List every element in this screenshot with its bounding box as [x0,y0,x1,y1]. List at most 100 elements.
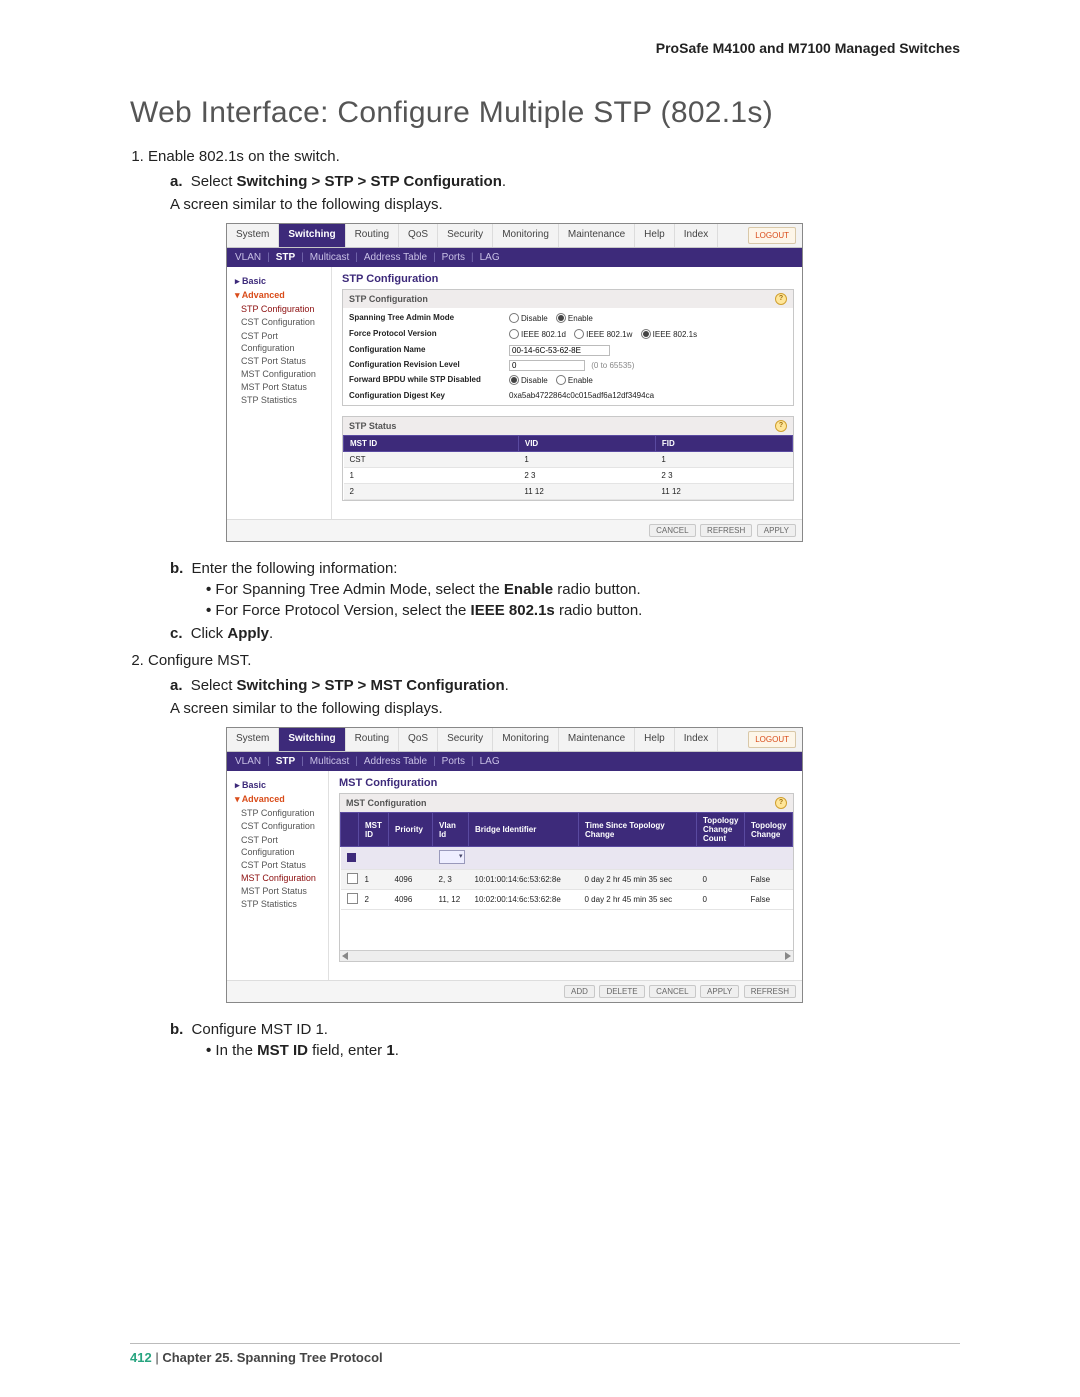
add-button[interactable]: ADD [564,985,595,998]
row-digest: Configuration Digest Key [349,389,509,402]
sub-nav-2: VLAN| STP| Multicast| Address Table| Por… [227,752,802,771]
logout-button[interactable]: LOGOUT [748,731,796,748]
step2-text: Configure MST. [148,652,251,669]
side-cst-port-cfg[interactable]: CST Port Configuration [241,330,327,354]
radio-admin-disable[interactable]: Disable [509,313,548,323]
tab-help[interactable]: Help [635,224,675,247]
row-checkbox[interactable] [347,893,358,904]
radio-bpdu-disable[interactable]: Disable [509,375,548,385]
table-row[interactable]: CST11 [344,452,793,468]
side-stp-cfg[interactable]: STP Configuration [241,303,327,315]
subnav-stp[interactable]: STP [276,252,295,263]
radio-8021s[interactable]: IEEE 802.1s [641,329,697,339]
side-mst-cfg[interactable]: MST Configuration [241,368,327,380]
side-cst-port-status[interactable]: CST Port Status [241,355,327,367]
side-advanced[interactable]: ▾ Advanced [235,289,327,301]
tab-security[interactable]: Security [438,728,493,751]
tab-system[interactable]: System [227,224,279,247]
side-mst-cfg[interactable]: MST Configuration [241,872,324,884]
page-footer: 412 | Chapter 25. Spanning Tree Protocol [130,1343,960,1365]
tab-index[interactable]: Index [675,728,718,751]
tab-maintenance[interactable]: Maintenance [559,728,635,751]
panel-mst-hd: MST Configuration? [340,794,793,812]
step2a-label: a. [170,677,183,694]
side-stp-stats[interactable]: STP Statistics [241,394,327,406]
help-icon[interactable]: ? [775,293,787,305]
tab-qos[interactable]: QoS [399,728,438,751]
subnav-multicast[interactable]: Multicast [310,756,349,767]
tab-qos[interactable]: QoS [399,224,438,247]
table-row[interactable]: 211 1211 12 [344,484,793,500]
col-chk[interactable] [341,813,359,847]
row-checkbox[interactable] [347,873,358,884]
side-cst-port-status[interactable]: CST Port Status [241,859,324,871]
col-tc: Topology Change [745,813,793,847]
side-stp-cfg[interactable]: STP Configuration [241,807,324,819]
tab-maintenance[interactable]: Maintenance [559,224,635,247]
table-row[interactable]: 2409611, 12 10:02:00:14:6c:53:62:8e0 day… [341,890,793,910]
refresh-button[interactable]: REFRESH [700,524,752,537]
side-cst-cfg[interactable]: CST Configuration [241,820,324,832]
tab-help[interactable]: Help [635,728,675,751]
logout-button[interactable]: LOGOUT [748,227,796,244]
side-cst-cfg[interactable]: CST Configuration [241,316,327,328]
side-mst-port-status[interactable]: MST Port Status [241,885,324,897]
subnav-stp[interactable]: STP [276,756,295,767]
step1a-pre: Select [191,173,237,190]
radio-bpdu-enable[interactable]: Enable [556,375,593,385]
col-bridge: Bridge Identifier [469,813,579,847]
subnav-lag[interactable]: LAG [480,756,500,767]
horizontal-scrollbar[interactable] [340,950,793,961]
side-basic[interactable]: ▸ Basic [235,275,327,287]
tab-switching[interactable]: Switching [279,728,345,751]
row-cfg-name: Configuration Name [349,343,509,358]
stp-status-table: MST ID VID FID CST11 12 32 3 [343,435,793,500]
delete-button[interactable]: DELETE [599,985,644,998]
radio-8021d[interactable]: IEEE 802.1d [509,329,566,339]
tab-monitoring[interactable]: Monitoring [493,224,559,247]
main-title-2: MST Configuration [339,777,794,789]
apply-button[interactable]: APPLY [700,985,739,998]
tab-routing[interactable]: Routing [346,224,399,247]
table-input-row[interactable]: ▾ [341,847,793,870]
tab-routing[interactable]: Routing [346,728,399,751]
col-fid: FID [655,436,792,452]
help-icon[interactable]: ? [775,420,787,432]
cfg-rev-hint: (0 to 65535) [591,361,634,370]
tab-switching[interactable]: Switching [279,224,345,247]
col-mstid: MST ID [359,813,389,847]
subnav-ports[interactable]: Ports [442,756,465,767]
tab-system[interactable]: System [227,728,279,751]
apply-button[interactable]: APPLY [757,524,796,537]
side-basic[interactable]: ▸ Basic [235,779,324,791]
tab-security[interactable]: Security [438,224,493,247]
subnav-vlan[interactable]: VLAN [235,252,261,263]
subnav-addrtable[interactable]: Address Table [364,252,427,263]
cancel-button[interactable]: CANCEL [649,985,695,998]
cancel-button[interactable]: CANCEL [649,524,695,537]
side-stp-stats[interactable]: STP Statistics [241,898,324,910]
subnav-ports[interactable]: Ports [442,252,465,263]
radio-8021w[interactable]: IEEE 802.1w [574,329,632,339]
side-advanced[interactable]: ▾ Advanced [235,793,324,805]
subnav-vlan[interactable]: VLAN [235,756,261,767]
side-cst-port-cfg[interactable]: CST Port Configuration [241,834,324,858]
bullet-force-proto: For Force Protocol Version, select the I… [206,602,960,619]
subnav-multicast[interactable]: Multicast [310,252,349,263]
subnav-lag[interactable]: LAG [480,252,500,263]
table-row[interactable]: 140962, 3 10:01:00:14:6c:53:62:8e0 day 2… [341,870,793,890]
tab-index[interactable]: Index [675,224,718,247]
subnav-addrtable[interactable]: Address Table [364,756,427,767]
help-icon[interactable]: ? [775,797,787,809]
side-mst-port-status[interactable]: MST Port Status [241,381,327,393]
tab-monitoring[interactable]: Monitoring [493,728,559,751]
table-row[interactable]: 12 32 3 [344,468,793,484]
bullet-admin-mode: For Spanning Tree Admin Mode, select the… [206,581,960,598]
input-cfg-rev[interactable] [509,360,585,371]
button-bar-2: ADD DELETE CANCEL APPLY REFRESH [227,980,802,1002]
col-tcc: Topology Change Count [697,813,745,847]
radio-admin-enable[interactable]: Enable [556,313,593,323]
step1b-text: Enter the following information: [192,560,398,577]
input-cfg-name[interactable] [509,345,610,356]
refresh-button[interactable]: REFRESH [744,985,796,998]
